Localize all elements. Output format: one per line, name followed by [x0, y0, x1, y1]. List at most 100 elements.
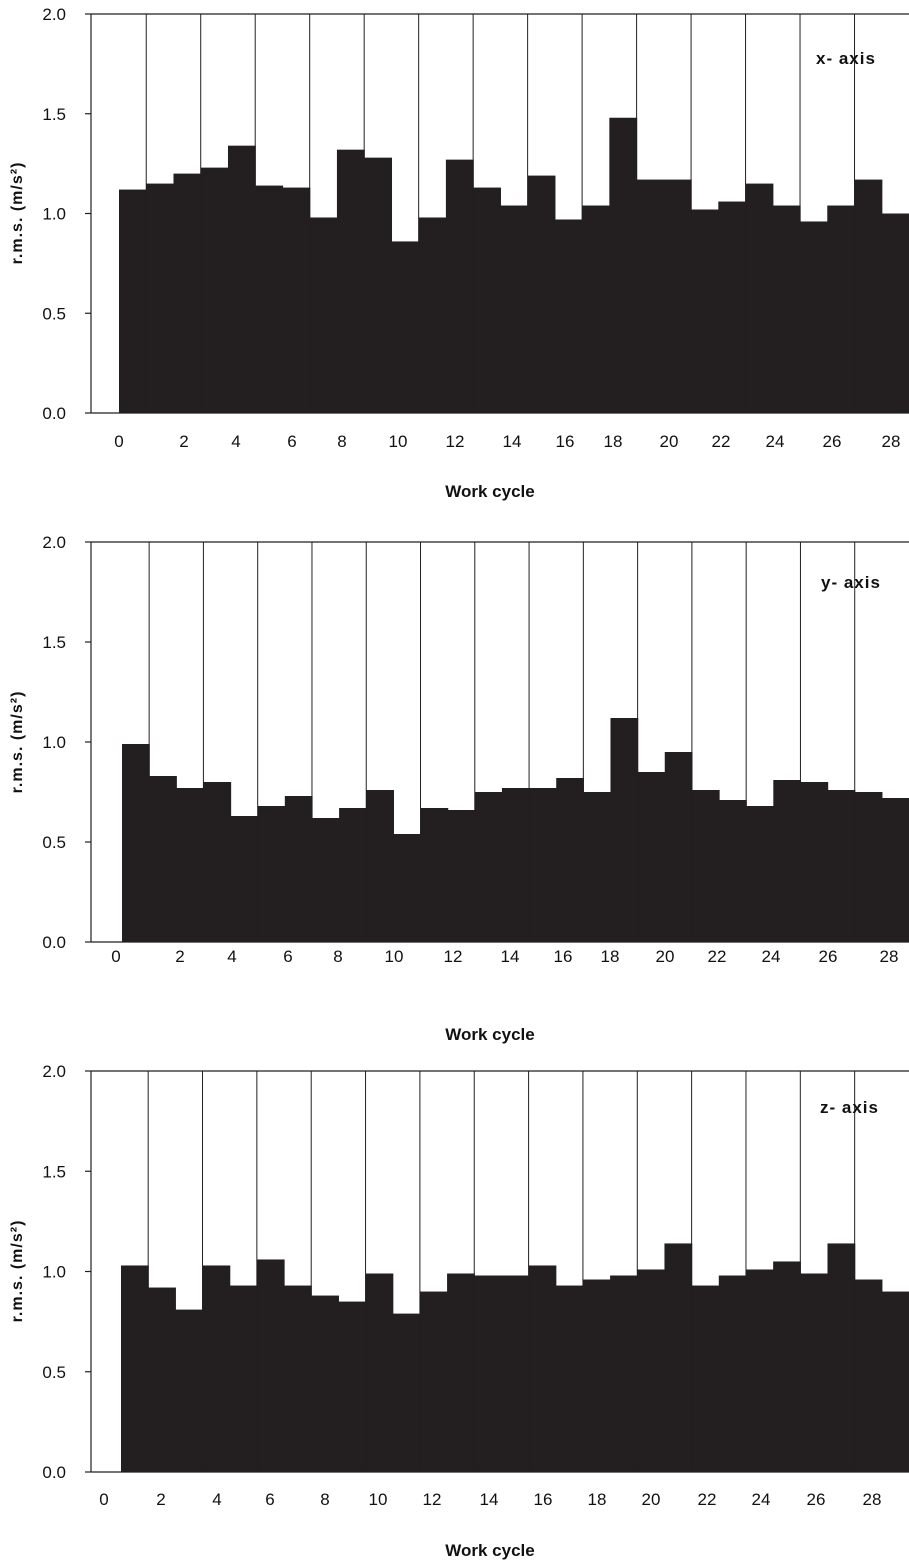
y-tick-label: 0.0 — [42, 1463, 66, 1482]
bar — [284, 1285, 312, 1472]
x-tick-label: 6 — [265, 1490, 274, 1509]
x-tick-label: 26 — [807, 1490, 826, 1509]
bar — [800, 221, 828, 413]
axis-annotation: z- axis — [820, 1098, 879, 1117]
x-tick-label: 24 — [766, 432, 785, 451]
bar — [663, 179, 692, 413]
y-tick-label: 1.5 — [42, 1162, 66, 1181]
bar — [827, 790, 856, 942]
bar — [255, 185, 284, 413]
y-tick-label: 1.0 — [42, 1263, 66, 1282]
bar — [854, 792, 883, 942]
x-tick-label: 26 — [823, 432, 842, 451]
bar — [284, 796, 313, 942]
bar — [664, 752, 693, 942]
x-tick-label: 16 — [534, 1490, 553, 1509]
x-tick-label: 0 — [99, 1490, 108, 1509]
bar — [854, 1279, 883, 1472]
bar — [391, 241, 420, 413]
bar — [610, 1275, 638, 1472]
bar — [636, 179, 665, 413]
bar — [203, 782, 232, 942]
x-tick-label: 6 — [283, 947, 292, 966]
bar — [582, 205, 610, 413]
x-tick-label: 24 — [752, 1490, 771, 1509]
bar — [418, 217, 447, 413]
bar — [311, 818, 340, 942]
bar — [176, 788, 205, 942]
y-axis-label: r.m.s. (m/s²) — [9, 1220, 26, 1323]
y-tick-label: 0.0 — [42, 404, 66, 423]
bar — [554, 219, 583, 413]
bar — [556, 778, 584, 942]
bar — [610, 718, 639, 942]
x-tick-label: 26 — [819, 947, 838, 966]
bar — [146, 183, 175, 413]
bar — [772, 205, 801, 413]
x-tick-label: 10 — [385, 947, 404, 966]
chart-panel-1: 0.00.51.01.52.00 2 4 6 8 10 12 14 16 18 20 22 24 26 28… — [9, 5, 909, 501]
bar — [339, 808, 367, 942]
axis-annotation: y- axis — [821, 573, 881, 592]
bar — [202, 1265, 231, 1472]
x-tick-label: 16 — [556, 432, 575, 451]
bar — [691, 1285, 720, 1472]
bar — [528, 1265, 557, 1472]
bar — [501, 788, 530, 942]
bar — [691, 209, 719, 413]
x-tick-label: 14 — [480, 1490, 499, 1509]
bar — [773, 780, 802, 942]
x-tick-label: 4 — [227, 947, 236, 966]
bar — [365, 1273, 394, 1472]
bar — [392, 1313, 421, 1472]
x-tick-label: 18 — [601, 947, 620, 966]
y-axis-label: r.m.s. (m/s²) — [9, 162, 26, 265]
bar — [881, 798, 909, 942]
bar — [309, 217, 338, 413]
bar — [173, 173, 202, 413]
x-tick-label: 18 — [588, 1490, 607, 1509]
y-tick-label: 0.5 — [42, 833, 66, 852]
y-tick-label: 0.5 — [42, 304, 66, 323]
y-axis-label: r.m.s. (m/s²) — [9, 691, 26, 794]
x-tick-label: 24 — [762, 947, 781, 966]
bar — [230, 816, 259, 942]
x-tick-label: 14 — [503, 432, 522, 451]
bar — [527, 175, 556, 413]
bar — [474, 792, 503, 942]
x-tick-label: 20 — [660, 432, 679, 451]
y-tick-label: 2.0 — [42, 533, 66, 552]
bar — [609, 117, 638, 414]
x-tick-label: 2 — [156, 1490, 165, 1509]
bar — [854, 179, 883, 413]
x-tick-label: 28 — [880, 947, 899, 966]
bar — [719, 800, 747, 942]
x-tick-label: 4 — [212, 1490, 221, 1509]
x-tick-label: 28 — [863, 1490, 882, 1509]
bar — [691, 790, 720, 942]
bar — [800, 782, 829, 942]
bar — [311, 1295, 339, 1472]
bar — [119, 189, 147, 413]
bar — [881, 1291, 909, 1472]
x-tick-label: 18 — [604, 432, 623, 451]
x-tick-label: 8 — [333, 947, 342, 966]
bar — [800, 1273, 829, 1472]
x-tick-label: 10 — [389, 432, 408, 451]
x-tick-label: 2 — [175, 947, 184, 966]
x-tick-label: 16 — [554, 947, 573, 966]
bar — [227, 145, 256, 414]
bar — [827, 1243, 856, 1472]
chart-panel-3: 0.00.51.01.52.00 2 4 6 8 10 12 14 16 18 20 22 24 26 28… — [9, 1062, 909, 1560]
bar — [148, 1287, 176, 1472]
x-tick-label: 14 — [501, 947, 520, 966]
x-tick-label: 22 — [712, 432, 731, 451]
bar — [419, 1291, 448, 1472]
x-tick-label: 8 — [337, 432, 346, 451]
bar — [474, 1275, 503, 1472]
bar — [200, 167, 229, 413]
bar — [393, 834, 422, 942]
bar — [881, 213, 909, 413]
bar — [364, 157, 393, 413]
bar — [447, 810, 476, 942]
